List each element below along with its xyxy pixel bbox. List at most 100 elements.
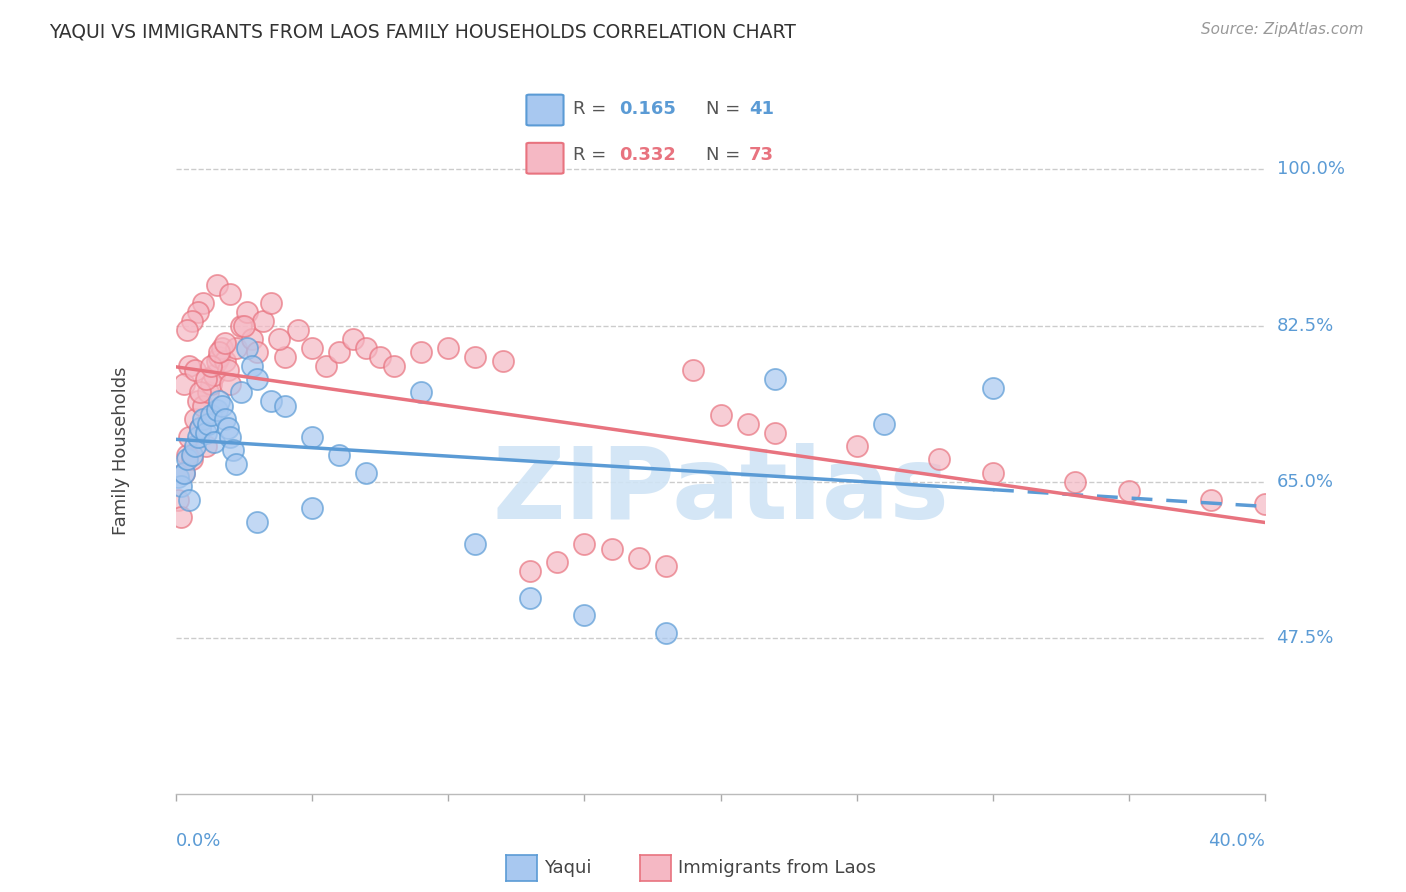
Point	[217, 421, 239, 435]
Text: 73: 73	[749, 146, 775, 164]
Point	[170, 479, 193, 493]
Point	[382, 359, 405, 373]
Point	[200, 376, 222, 391]
Point	[546, 555, 568, 569]
FancyBboxPatch shape	[526, 95, 564, 126]
Text: 100.0%: 100.0%	[1277, 161, 1344, 178]
Text: Immigrants from Laos: Immigrants from Laos	[678, 859, 876, 877]
Point	[246, 345, 269, 359]
Point	[464, 537, 486, 551]
Point	[492, 354, 515, 368]
Point	[710, 408, 733, 422]
Point	[173, 376, 195, 391]
Point	[235, 305, 257, 319]
Point	[235, 341, 257, 355]
Text: 0.0%: 0.0%	[176, 831, 221, 850]
Point	[191, 296, 214, 310]
Point	[186, 430, 209, 444]
Point	[202, 434, 225, 449]
Point	[222, 443, 245, 458]
Point	[167, 492, 190, 507]
Point	[211, 399, 233, 413]
Point	[519, 591, 541, 605]
Point	[682, 363, 704, 377]
Point	[1199, 492, 1222, 507]
Point	[574, 537, 596, 551]
Point	[184, 412, 207, 426]
Point	[232, 318, 254, 333]
Point	[981, 381, 1004, 395]
Text: YAQUI VS IMMIGRANTS FROM LAOS FAMILY HOUSEHOLDS CORRELATION CHART: YAQUI VS IMMIGRANTS FROM LAOS FAMILY HOU…	[49, 22, 796, 41]
Text: 0.332: 0.332	[619, 146, 676, 164]
Point	[173, 466, 195, 480]
Point	[342, 332, 364, 346]
Point	[873, 417, 896, 431]
Point	[600, 541, 623, 556]
Point	[260, 296, 283, 310]
Point	[194, 372, 217, 386]
Point	[301, 501, 323, 516]
Point	[519, 564, 541, 578]
Point	[186, 305, 209, 319]
Point	[1118, 483, 1140, 498]
FancyBboxPatch shape	[526, 143, 564, 174]
Point	[763, 372, 786, 386]
Point	[260, 394, 283, 409]
Point	[176, 452, 198, 467]
Point	[328, 448, 350, 462]
Point	[928, 452, 950, 467]
Point	[274, 399, 297, 413]
Point	[181, 452, 204, 467]
Point	[200, 359, 222, 373]
Point	[409, 385, 432, 400]
Text: ZIPatlas: ZIPatlas	[492, 443, 949, 541]
Point	[188, 421, 211, 435]
Point	[315, 359, 337, 373]
Point	[409, 345, 432, 359]
Point	[246, 515, 269, 529]
Point	[188, 385, 211, 400]
Point	[219, 287, 242, 301]
Text: 41: 41	[749, 100, 775, 118]
Point	[437, 341, 460, 355]
Point	[231, 385, 253, 400]
Text: N =: N =	[706, 146, 745, 164]
Point	[231, 318, 253, 333]
Point	[356, 341, 378, 355]
Text: Family Households: Family Households	[112, 367, 131, 534]
Point	[301, 430, 323, 444]
Point	[184, 439, 207, 453]
Point	[240, 332, 263, 346]
Point	[252, 314, 274, 328]
Point	[301, 341, 323, 355]
Point	[328, 345, 350, 359]
Point	[179, 430, 201, 444]
Point	[225, 341, 247, 355]
Point	[170, 510, 193, 524]
Point	[179, 359, 201, 373]
Point	[574, 608, 596, 623]
Point	[179, 492, 201, 507]
Point	[176, 448, 198, 462]
Point	[211, 341, 233, 355]
Text: 47.5%: 47.5%	[1277, 629, 1334, 647]
Point	[202, 368, 225, 382]
Point	[197, 417, 219, 431]
Point	[240, 359, 263, 373]
Text: R =: R =	[572, 100, 612, 118]
Point	[214, 412, 236, 426]
Point	[184, 363, 207, 377]
Point	[219, 430, 242, 444]
Point	[186, 394, 209, 409]
Point	[194, 425, 217, 440]
Point	[208, 394, 231, 409]
Text: 65.0%: 65.0%	[1277, 473, 1333, 491]
Point	[1254, 497, 1277, 511]
Text: 40.0%: 40.0%	[1209, 831, 1265, 850]
Point	[225, 457, 247, 471]
Point	[655, 626, 678, 640]
Text: Source: ZipAtlas.com: Source: ZipAtlas.com	[1201, 22, 1364, 37]
Point	[167, 470, 190, 484]
Point	[763, 425, 786, 440]
Point	[194, 439, 217, 453]
